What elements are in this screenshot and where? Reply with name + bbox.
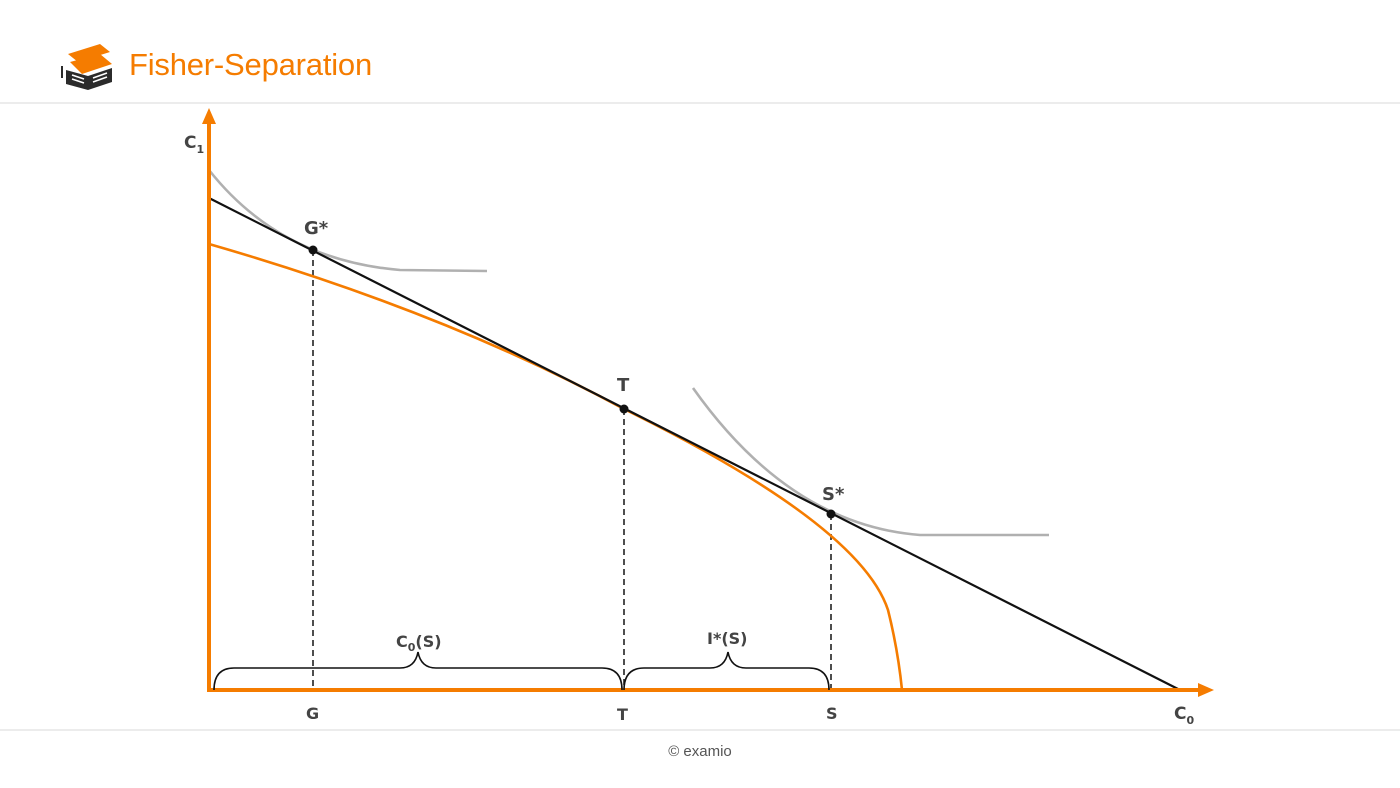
y-axis-arrow-icon — [202, 108, 216, 124]
tick-label-t: T — [617, 705, 628, 724]
point-g-star — [308, 245, 318, 255]
brace-label-i-star: I*(S) — [707, 629, 747, 648]
footer-divider — [0, 729, 1400, 731]
brace-label-c0: C0(S) — [396, 632, 442, 654]
x-axis-arrow-icon — [1198, 683, 1214, 697]
header-bar: Fisher-Separation — [0, 0, 1400, 104]
label-g-star: G* — [304, 218, 329, 239]
label-s-star: S* — [822, 484, 845, 505]
tick-label-s: S — [826, 704, 838, 723]
page-title: Fisher-Separation — [129, 47, 372, 82]
x-axis-label: C0 — [1174, 704, 1194, 727]
brace-c0 — [213, 651, 623, 691]
brace-i-star — [623, 651, 830, 691]
graduation-cap-book-icon — [61, 44, 112, 90]
label-t-point: T — [617, 375, 630, 396]
copyright-text: © examio — [668, 743, 732, 760]
capital-market-line — [208, 197, 1181, 691]
y-axis-label: C1 — [184, 133, 204, 156]
investment-opportunity-curve — [208, 242, 904, 691]
point-t — [619, 404, 629, 414]
point-s-star — [826, 509, 836, 519]
tick-label-g: G — [306, 704, 319, 723]
indifference-curve-s — [691, 387, 1049, 537]
